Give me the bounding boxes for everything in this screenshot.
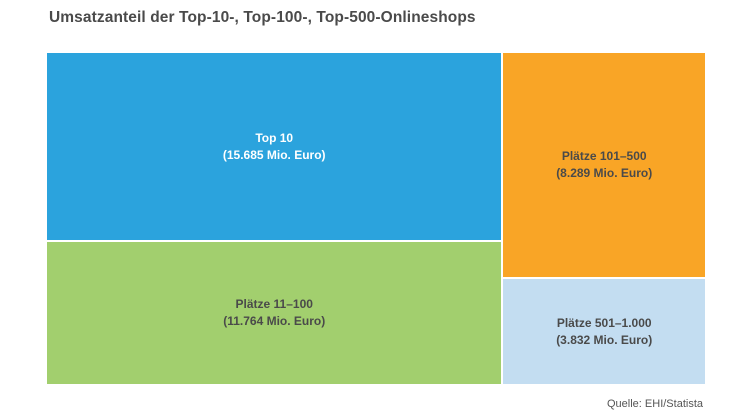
- tile-value: (11.764 Mio. Euro): [223, 314, 326, 329]
- tile-value: (8.289 Mio. Euro): [556, 166, 653, 181]
- source-note: Quelle: EHI/Statista: [607, 398, 703, 410]
- tile-value: (15.685 Mio. Euro): [222, 147, 326, 162]
- tile-top-10: Top 10 (15.685 Mio. Euro): [47, 53, 502, 241]
- tile-value: (3.832 Mio. Euro): [556, 332, 653, 347]
- tile-label: Plätze 501–1.000: [556, 315, 652, 330]
- chart-title: Umsatzanteil der Top-10-, Top-100-, Top-…: [49, 9, 476, 26]
- tile-places-11-100: Plätze 11–100 (11.764 Mio. Euro): [47, 242, 502, 384]
- tile-places-501-1000: Plätze 501–1.000 (3.832 Mio. Euro): [503, 279, 705, 384]
- tile-label: Plätze 11–100: [235, 297, 313, 312]
- tile-label: Top 10: [255, 130, 294, 145]
- tile-places-101-500: Plätze 101–500 (8.289 Mio. Euro): [503, 53, 705, 278]
- tile-label: Plätze 101–500: [561, 149, 647, 164]
